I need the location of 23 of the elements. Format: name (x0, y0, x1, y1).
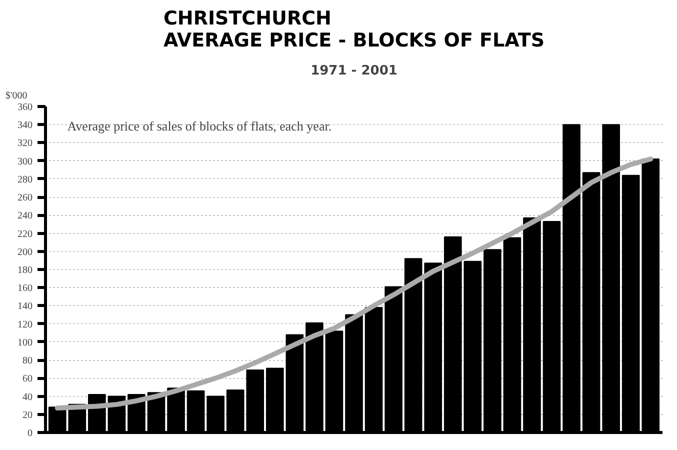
y-tick-label: 360 (18, 102, 32, 113)
y-tick-label: 140 (18, 301, 32, 312)
y-tick-label: 180 (18, 265, 32, 276)
chart-title: CHRISTCHURCH AVERAGE PRICE - BLOCKS OF FLATS (163, 8, 545, 52)
y-tick-label: 100 (18, 337, 32, 348)
y-tick-label: 320 (18, 138, 32, 150)
y-tick-label: 220 (18, 228, 32, 240)
y-tick-label: 240 (18, 210, 32, 222)
y-tick-label: 280 (18, 174, 32, 186)
y-tick-label: 20 (22, 410, 32, 421)
y-tick-label: 120 (18, 319, 32, 330)
y-tick-label: 200 (18, 246, 32, 258)
y-tick-label: 340 (18, 120, 32, 132)
chart-subtitle: 1971 - 2001 (310, 64, 398, 78)
y-tick-label: 260 (18, 192, 32, 204)
y-tick-label: 80 (22, 356, 32, 367)
y-tick-label: 0 (28, 428, 32, 439)
annotation: Average price of sales of blocks of flats, each year. (67, 118, 332, 134)
y-tick-label: 60 (22, 374, 32, 385)
y-tick-label: 160 (18, 283, 32, 294)
y-tick-label: 300 (18, 156, 32, 168)
y-axis-title: $'000 (6, 90, 28, 102)
y-tick-label: 40 (22, 392, 32, 403)
